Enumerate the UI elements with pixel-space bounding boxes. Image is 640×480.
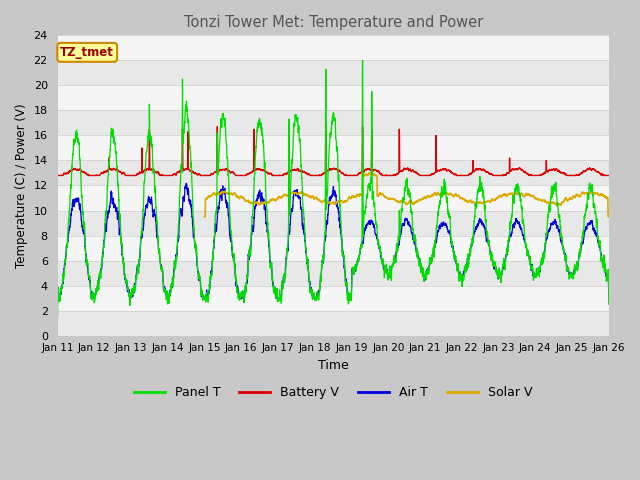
Title: Tonzi Tower Met: Temperature and Power: Tonzi Tower Met: Temperature and Power xyxy=(184,15,483,30)
Bar xyxy=(58,160,609,185)
Bar xyxy=(58,261,609,286)
Bar xyxy=(58,135,609,160)
Bar xyxy=(58,286,609,311)
Bar xyxy=(58,36,609,60)
Bar xyxy=(58,110,609,135)
Legend: Panel T, Battery V, Air T, Solar V: Panel T, Battery V, Air T, Solar V xyxy=(129,382,538,405)
Bar xyxy=(58,211,609,236)
Bar xyxy=(58,236,609,261)
Bar xyxy=(58,185,609,211)
Bar xyxy=(58,311,609,336)
Y-axis label: Temperature (C) / Power (V): Temperature (C) / Power (V) xyxy=(15,103,28,268)
Bar xyxy=(58,60,609,85)
Text: TZ_tmet: TZ_tmet xyxy=(60,46,114,59)
Bar xyxy=(58,85,609,110)
X-axis label: Time: Time xyxy=(318,359,349,372)
